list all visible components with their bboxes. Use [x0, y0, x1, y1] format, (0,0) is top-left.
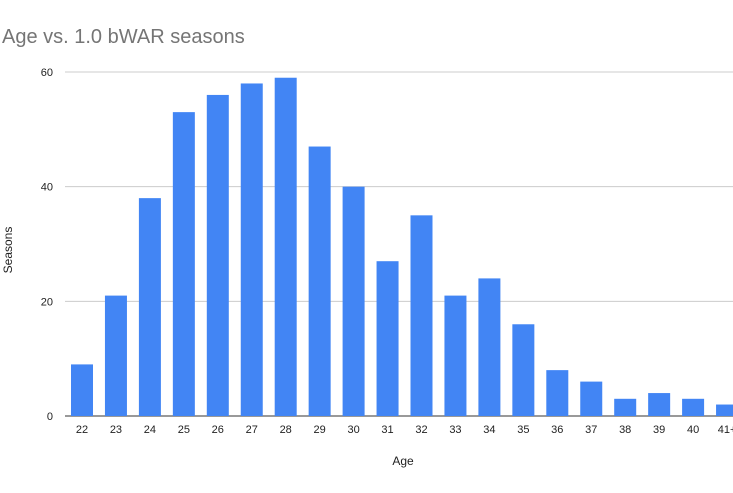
x-tick-label: 41+: [718, 424, 733, 436]
bar-38: [614, 398, 637, 416]
y-tick-label: 40: [41, 182, 53, 194]
bar-27: [240, 83, 263, 416]
x-tick-label: 33: [449, 424, 461, 436]
bar-32: [410, 215, 433, 416]
x-tick-label: 40: [687, 424, 699, 436]
bar-30: [342, 186, 365, 416]
bar-34: [478, 278, 501, 416]
x-tick-label: 24: [144, 424, 156, 436]
x-tick-label: 30: [347, 424, 359, 436]
bars: [71, 77, 733, 417]
chart-title: Age vs. 1.0 bWAR seasons: [2, 26, 245, 48]
x-tick-label: 37: [585, 424, 597, 436]
bar-36: [546, 370, 569, 416]
x-tick-label: 34: [483, 424, 495, 436]
bar-39: [648, 393, 671, 416]
x-tick-label: 22: [76, 424, 88, 436]
x-tick-label: 35: [517, 424, 529, 436]
y-tick-label: 60: [41, 67, 53, 79]
bar-41+: [716, 404, 733, 416]
x-axis-title: Age: [392, 454, 414, 468]
bar-31: [376, 261, 399, 416]
x-tick-label: 31: [381, 424, 393, 436]
x-tick-label: 36: [551, 424, 563, 436]
y-tick-label: 20: [41, 296, 53, 308]
x-tick-label: 26: [212, 424, 224, 436]
y-axis-title: Seasons: [1, 227, 15, 274]
x-tick-labels: 22 23 24 25 26 27 28 29 30 31 32 33 34 35 36 37 38 39 40 41…: [76, 424, 733, 436]
x-tick-label: 23: [110, 424, 122, 436]
x-tick-label: 39: [653, 424, 665, 436]
bar-24: [138, 198, 161, 416]
bar-25: [172, 112, 195, 416]
bar-40: [682, 398, 705, 416]
y-tick-label: 0: [47, 411, 53, 423]
bar-22: [71, 364, 93, 416]
bar-28: [274, 77, 297, 416]
x-tick-label: 32: [415, 424, 427, 436]
gridlines: [65, 71, 733, 417]
y-tick-labels: 0 20 40 60: [41, 67, 53, 423]
x-tick-label: 27: [246, 424, 258, 436]
x-tick-label: 25: [178, 424, 190, 436]
bar-26: [206, 94, 229, 416]
bar-35: [512, 324, 535, 416]
x-tick-label: 28: [280, 424, 292, 436]
x-tick-label: 29: [314, 424, 326, 436]
bar-33: [444, 295, 467, 416]
x-tick-label: 38: [619, 424, 631, 436]
bar-29: [308, 146, 331, 417]
bar-23: [104, 295, 127, 416]
bar-37: [580, 381, 603, 416]
